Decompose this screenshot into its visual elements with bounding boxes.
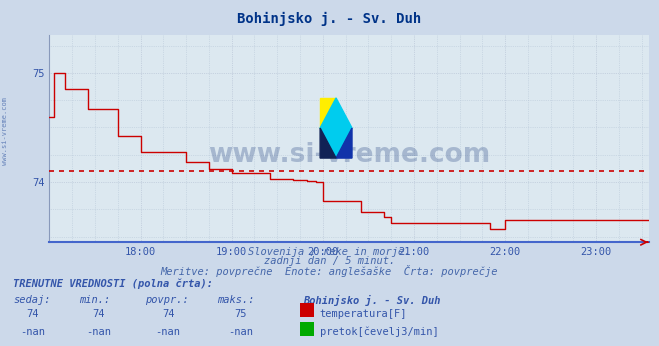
Text: Bohinjsko j. - Sv. Duh: Bohinjsko j. - Sv. Duh [303,295,441,306]
Text: min.:: min.: [79,295,110,305]
Text: 74: 74 [162,309,174,319]
Polygon shape [336,128,352,158]
Text: 74: 74 [93,309,105,319]
Text: maks.:: maks.: [217,295,255,305]
Text: 75: 75 [235,309,246,319]
Text: sedaj:: sedaj: [13,295,51,305]
Text: Slovenija / reke in morje.: Slovenija / reke in morje. [248,247,411,257]
Text: temperatura[F]: temperatura[F] [320,309,407,319]
Text: povpr.:: povpr.: [145,295,188,305]
Text: www.si-vreme.com: www.si-vreme.com [208,142,490,168]
Text: -nan: -nan [86,327,111,337]
Text: -nan: -nan [20,327,45,337]
Text: 74: 74 [27,309,39,319]
Text: -nan: -nan [156,327,181,337]
Text: zadnji dan / 5 minut.: zadnji dan / 5 minut. [264,256,395,266]
Polygon shape [320,98,336,128]
Text: pretok[čevelj3/min]: pretok[čevelj3/min] [320,327,438,337]
Text: -nan: -nan [228,327,253,337]
Text: TRENUTNE VREDNOSTI (polna črta):: TRENUTNE VREDNOSTI (polna črta): [13,279,213,289]
Text: www.si-vreme.com: www.si-vreme.com [2,98,9,165]
Text: Bohinjsko j. - Sv. Duh: Bohinjsko j. - Sv. Duh [237,12,422,26]
Polygon shape [320,98,352,158]
Polygon shape [320,128,336,158]
Text: Meritve: povprečne  Enote: anglešaške  Črta: povprečje: Meritve: povprečne Enote: anglešaške Črt… [161,265,498,277]
